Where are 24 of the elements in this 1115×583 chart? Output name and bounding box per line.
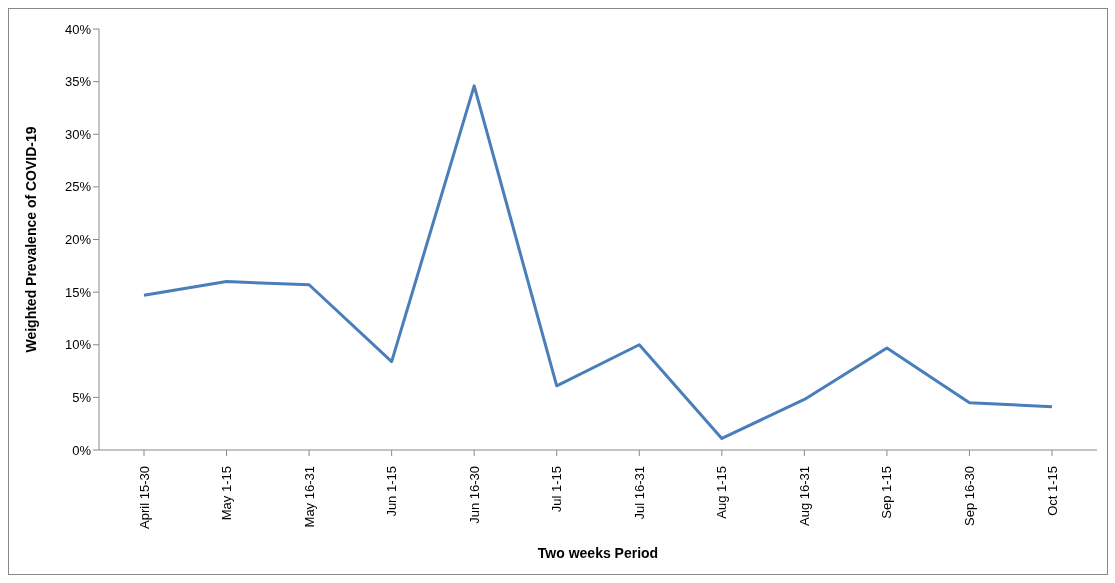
y-tick-label: 5% <box>72 389 92 405</box>
x-tick-label: May 1-15 <box>219 466 235 521</box>
y-tick-label: 15% <box>64 284 92 300</box>
x-tick-label: Oct 1-15 <box>1044 466 1060 516</box>
y-tick-label: 35% <box>64 74 92 90</box>
x-tick-label: May 16-31 <box>301 466 317 528</box>
x-axis-title: Two weeks Period <box>537 545 659 561</box>
x-tick-label: Jun 1-15 <box>384 466 400 517</box>
y-tick-label: 0% <box>72 442 92 458</box>
x-tick-label: April 15-30 <box>136 466 152 529</box>
x-tick-label: Jun 16-30 <box>466 466 482 524</box>
x-tick-label: Jul 1-15 <box>549 466 565 513</box>
y-tick-label: 25% <box>64 179 92 195</box>
y-tick-label: 30% <box>64 126 92 142</box>
y-tick-label: 40% <box>64 21 92 37</box>
x-tick-label: Aug 16-31 <box>796 466 812 526</box>
line-series <box>142 84 1054 440</box>
y-axis-title: Weighted Prevalence of COVID-19 <box>22 126 39 353</box>
y-tick-label: 10% <box>64 337 92 353</box>
x-tick-label: Jul 16-31 <box>631 466 647 520</box>
x-tick-label: Sep 1-15 <box>879 466 895 519</box>
y-tick-label: 20% <box>64 232 92 248</box>
x-tick-label: Sep 16-30 <box>961 466 977 526</box>
x-tick-label: Aug 1-15 <box>714 466 730 519</box>
